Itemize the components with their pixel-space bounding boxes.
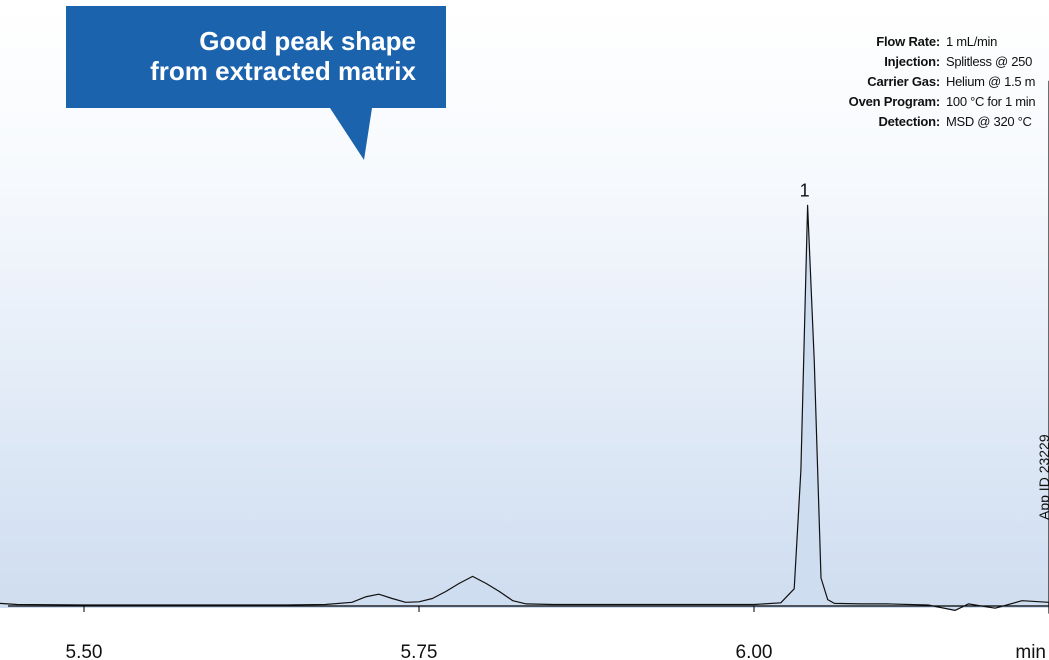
condition-value: MSD @ 320 °C — [946, 114, 1032, 129]
app-id-label: App ID 23229 — [1036, 434, 1049, 520]
callout-line-1: Good peak shape — [199, 26, 416, 56]
condition-value: Splitless @ 250 — [946, 54, 1033, 69]
condition-value: Helium @ 1.5 m — [946, 74, 1036, 89]
conditions-panel: Flow Rate: 1 mL/min Injection: Splitless… — [760, 32, 1049, 132]
chromatogram-trace — [0, 80, 1049, 614]
condition-row: Injection: Splitless @ 250 — [760, 52, 1049, 72]
condition-row: Carrier Gas: Helium @ 1.5 m — [760, 72, 1049, 92]
condition-label: Injection: — [884, 54, 940, 69]
x-tick-label: 5.75 — [401, 642, 438, 660]
x-axis-ticks: 5.505.756.006.256.506.75min — [66, 606, 1046, 660]
x-tick-label: 5.50 — [66, 642, 103, 660]
condition-value: 100 °C for 1 min — [946, 94, 1036, 109]
condition-row: Flow Rate: 1 mL/min — [760, 32, 1049, 52]
peak-labels: 123 — [800, 180, 810, 200]
x-tick-label: 6.00 — [736, 642, 773, 660]
condition-label: Carrier Gas: — [867, 74, 940, 89]
condition-label: Detection: — [878, 114, 940, 129]
callout-box — [66, 6, 446, 160]
trace-fill — [0, 81, 1049, 614]
condition-row: Detection: MSD @ 320 °C — [760, 112, 1049, 132]
callout-text: Good peak shape from extracted matrix — [70, 26, 416, 86]
callout-line-2: from extracted matrix — [150, 56, 416, 86]
x-axis-unit-label: min — [1015, 642, 1046, 660]
peak-label: 1 — [800, 180, 810, 200]
condition-value: 1 mL/min — [946, 34, 998, 49]
condition-label: Flow Rate: — [876, 34, 940, 49]
condition-label: Oven Program: — [848, 94, 941, 109]
condition-row: Oven Program: 100 °C for 1 min — [760, 92, 1049, 112]
